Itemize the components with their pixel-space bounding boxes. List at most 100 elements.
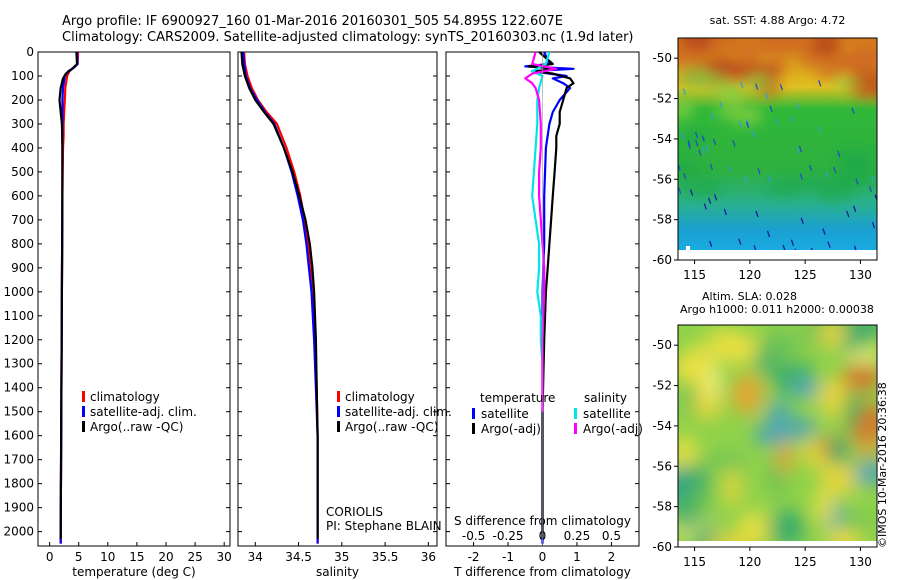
- series-line-1: [242, 51, 319, 544]
- x-axis-label: T difference from climatology: [453, 565, 631, 579]
- legend-swatch: [472, 408, 475, 419]
- annotation-text: CORIOLIS: [326, 505, 383, 519]
- temperature-axes-box: [37, 51, 231, 547]
- y-tick-label: 500: [11, 165, 34, 179]
- series-line-2: [58, 51, 79, 539]
- annotation-text: PI: Stephane BLAIN: [326, 519, 442, 533]
- x-axis-label: temperature (deg C): [72, 565, 195, 579]
- map-y-tick-label: -54: [652, 419, 672, 433]
- y-tick-label: 1100: [3, 309, 34, 323]
- y-tick-label: 1300: [3, 357, 34, 371]
- map-x-tick-label: 115: [683, 268, 706, 282]
- map-y-tick-label: -56: [652, 459, 672, 473]
- legend-swatch: [337, 406, 340, 417]
- map-title-line: Argo h1000: 0.011 h2000: 0.00038: [680, 303, 874, 316]
- map-title: sat. SST: 4.88 Argo: 4.72: [710, 14, 846, 27]
- sla-map: 115 120 125 130 -50 -52 -54 -56 -58 -60 Altim. SLA…: [652, 290, 878, 569]
- x-tick-label: 10: [100, 550, 115, 564]
- legend-label: Argo(..raw -QC): [90, 420, 183, 434]
- y-tick-label: 1200: [3, 333, 34, 347]
- x-tick-label: 30: [217, 550, 232, 564]
- y-tick-label: 2000: [3, 525, 34, 539]
- s-tick-label: -0.25: [493, 529, 524, 543]
- y-tick-label: 1800: [3, 477, 34, 491]
- x-axis-label: salinity: [316, 565, 359, 579]
- series-line-1: [59, 51, 79, 544]
- sst-map-field: [678, 38, 877, 250]
- legend-swatch: [82, 391, 85, 402]
- s-tick-label: 0.25: [564, 529, 591, 543]
- map-y-tick-label: -52: [652, 92, 672, 106]
- legend-swatch: [337, 391, 340, 402]
- y-tick-label: 300: [11, 117, 34, 131]
- y-tick-label: 200: [11, 93, 34, 107]
- y-tick-label: 1900: [3, 501, 34, 515]
- map-y-tick-label: -60: [652, 540, 672, 554]
- temperature-panel: 0 100 200 300 400 500 600 700 800 900 1000 1100 1200…: [3, 45, 231, 579]
- x-tick-label: 34.5: [285, 550, 312, 564]
- legend-swatch: [82, 421, 85, 432]
- map-y-tick-label: -58: [652, 213, 672, 227]
- series-line-0: [524, 51, 575, 544]
- map-x-tick-label: 130: [849, 268, 872, 282]
- y-tick-label: 100: [11, 69, 34, 83]
- y-tick-label: 900: [11, 261, 34, 275]
- y-tick-label: 400: [11, 141, 34, 155]
- legend-label: Argo(-adj): [481, 422, 541, 436]
- y-tick-label: 1500: [3, 405, 34, 419]
- legend-swatch: [337, 421, 340, 432]
- legend-label: satellite-adj. clim.: [345, 405, 452, 419]
- x-tick-label: 36: [421, 550, 436, 564]
- copyright-credit: ©IMOS 10-Mar-2016 20:36:38: [876, 382, 889, 548]
- x-tick-label: 5: [75, 550, 83, 564]
- map-x-tick-label: 120: [738, 268, 761, 282]
- map-y-tick-label: -58: [652, 500, 672, 514]
- legend-label: climatology: [345, 390, 415, 404]
- y-tick-label: 0: [26, 45, 34, 59]
- y-tick-label: 1400: [3, 381, 34, 395]
- legend-label: satellite: [481, 407, 529, 421]
- figure-title: Argo profile: IF 6900927_160 01-Mar-2016…: [62, 14, 564, 29]
- x-tick-label: 1: [573, 550, 581, 564]
- y-tick-label: 700: [11, 213, 34, 227]
- map-x-tick-label: 130: [849, 555, 872, 569]
- sla-map-field: [678, 325, 877, 541]
- x-tick-label: 15: [129, 550, 144, 564]
- x-tick-label: 25: [187, 550, 202, 564]
- legend-label: satellite: [583, 407, 631, 421]
- map-y-tick-label: -50: [652, 338, 672, 352]
- legend-title-salinity: salinity: [584, 391, 627, 405]
- series-line-2: [240, 51, 319, 539]
- series-line-2: [531, 51, 551, 364]
- legend-label: climatology: [90, 390, 160, 404]
- legend-label: Argo(..raw -QC): [345, 420, 438, 434]
- y-tick-label: 600: [11, 189, 34, 203]
- x-tick-label: 0: [539, 550, 547, 564]
- map-y-tick-label: -52: [652, 379, 672, 393]
- legend-label: satellite-adj. clim.: [90, 405, 197, 419]
- legend-swatch: [574, 423, 577, 434]
- legend-title-temperature: temperature: [480, 391, 555, 405]
- x-tick-label: -2: [468, 550, 480, 564]
- legend-swatch: [574, 408, 577, 419]
- map-y-tick-label: -54: [652, 132, 672, 146]
- x-tick-label: 35.5: [372, 550, 399, 564]
- s-tick-label: 0.5: [602, 529, 621, 543]
- x-tick-label: 34: [248, 550, 263, 564]
- sst-map: 115 120 125 130 -50 -52 -54 -56 -58 -60 sat. SST: …: [652, 14, 878, 282]
- salinity-panel: 34 34.5 35 35.5 36 salinity climatologysatelli…: [237, 51, 452, 579]
- y-tick-label: 1000: [3, 285, 34, 299]
- legend-swatch: [82, 406, 85, 417]
- series-line-3: [524, 51, 558, 412]
- salinity-axes-box: [237, 51, 438, 547]
- x-tick-label: 35: [334, 550, 349, 564]
- series-line-0: [243, 51, 319, 544]
- map-x-tick-label: 115: [683, 555, 706, 569]
- x-tick-label: -1: [502, 550, 514, 564]
- map-x-tick-label: 125: [794, 268, 817, 282]
- y-tick-label: 800: [11, 237, 34, 251]
- x-tick-label: 20: [158, 550, 173, 564]
- series-line-1: [527, 51, 575, 539]
- s-tick-label: -0.5: [462, 529, 485, 543]
